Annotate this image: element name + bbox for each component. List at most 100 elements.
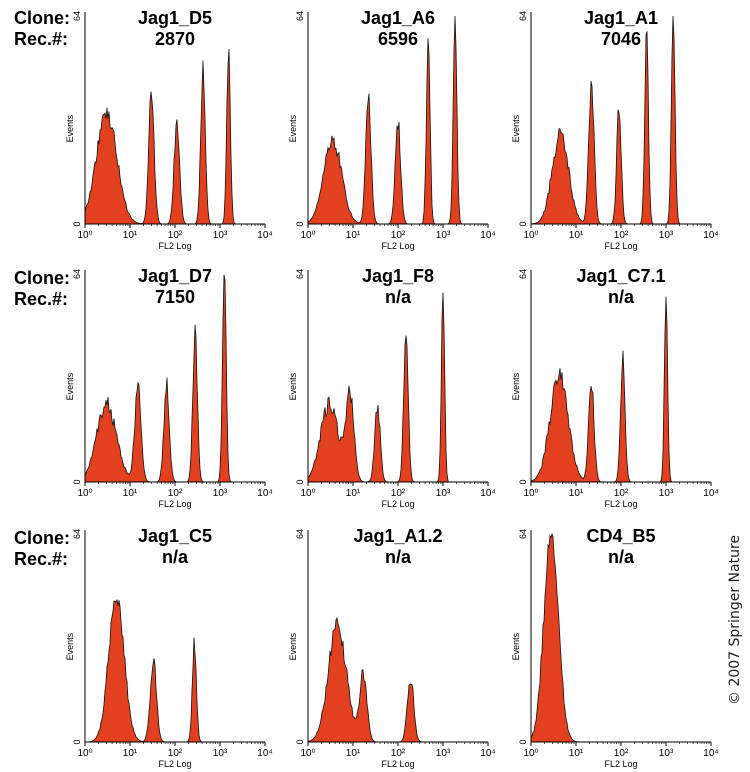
x-tick-label: 10⁴ xyxy=(703,230,718,241)
rec-label: Rec.#: xyxy=(14,549,69,569)
histogram-jag1-a1: 10⁰ 10¹ 10² 10³ 10⁴ 0 64 Events FL2 Log xyxy=(511,11,719,251)
x-axis-label: FL2 Log xyxy=(381,499,414,509)
x-tick-label: 10³ xyxy=(436,488,451,499)
histogram-fill xyxy=(530,15,711,225)
histogram-fill xyxy=(84,599,265,743)
histogram-fill xyxy=(307,616,488,743)
x-tick-label: 10² xyxy=(614,230,629,241)
histogram-jag1-f8: 10⁰ 10¹ 10² 10³ 10⁴ 0 64 Events FL2 Log xyxy=(288,269,496,509)
x-axis-label: FL2 Log xyxy=(381,759,414,769)
x-axis-label: FL2 Log xyxy=(604,241,637,251)
y-axis-label: Events xyxy=(288,372,298,400)
chart-subtitle: 7046 xyxy=(600,29,642,49)
x-tick-label: 10⁴ xyxy=(257,748,272,759)
copyright-notice: © 2007 Springer Nature xyxy=(727,534,743,705)
chart-subtitle: n/a xyxy=(607,287,635,307)
x-tick-label: 10² xyxy=(614,748,629,759)
y-tick-label: 0 xyxy=(295,479,305,484)
x-tick-label: 10⁴ xyxy=(480,230,495,241)
y-axis-label: Events xyxy=(511,632,521,660)
chart-subtitle: 2870 xyxy=(154,29,196,49)
x-tick-label: 10⁴ xyxy=(480,488,495,499)
chart-title: CD4_B5 xyxy=(586,526,656,546)
chart-subtitle: n/a xyxy=(161,547,189,567)
x-tick-label: 10³ xyxy=(659,748,674,759)
y-axis-label: Events xyxy=(511,372,521,400)
chart-title: Jag1_F8 xyxy=(361,266,435,286)
chart-subtitle: n/a xyxy=(384,287,412,307)
y-tick-label: 0 xyxy=(295,739,305,744)
clone-label: Clone: xyxy=(14,268,70,288)
y-tick-label: 0 xyxy=(518,739,528,744)
x-tick-label: 10⁴ xyxy=(480,748,495,759)
x-axis-label: FL2 Log xyxy=(604,759,637,769)
row-label-1: Clone: Rec.#: xyxy=(14,8,70,50)
row-label-3: Clone: Rec.#: xyxy=(14,528,70,570)
x-axis-label: FL2 Log xyxy=(604,499,637,509)
x-tick-label: 10¹ xyxy=(569,488,584,499)
x-tick-label: 10¹ xyxy=(346,748,361,759)
chart-title: Jag1_A6 xyxy=(360,8,436,28)
x-tick-label: 10¹ xyxy=(123,748,138,759)
chart-subtitle: 7150 xyxy=(154,287,196,307)
rec-label: Rec.#: xyxy=(14,289,69,309)
x-axis-label: FL2 Log xyxy=(158,241,191,251)
y-tick-label: 64 xyxy=(518,269,528,279)
x-tick-label: 10³ xyxy=(213,230,228,241)
x-tick-label: 10⁰ xyxy=(523,488,538,499)
histogram-jag1-d5: 10⁰ 10¹ 10² 10³ 10⁴ 0 64 Events FL2 Log xyxy=(65,11,273,251)
x-tick-label: 10³ xyxy=(436,230,451,241)
x-tick-label: 10³ xyxy=(659,488,674,499)
x-tick-label: 10⁰ xyxy=(300,230,315,241)
y-tick-label: 0 xyxy=(518,221,528,226)
histogram-fill xyxy=(307,15,488,225)
x-tick-label: 10³ xyxy=(436,748,451,759)
y-tick-label: 64 xyxy=(72,11,82,21)
x-tick-label: 10⁰ xyxy=(77,748,92,759)
y-tick-label: 0 xyxy=(72,739,82,744)
x-tick-label: 10⁰ xyxy=(523,230,538,241)
x-axis-label: FL2 Log xyxy=(381,241,414,251)
x-tick-label: 10² xyxy=(614,488,629,499)
x-tick-label: 10⁰ xyxy=(77,230,92,241)
x-tick-label: 10⁴ xyxy=(257,488,272,499)
clone-label: Clone: xyxy=(14,528,70,548)
y-tick-label: 64 xyxy=(295,529,305,539)
chart-title: Jag1_D7 xyxy=(137,266,213,286)
y-axis-label: Events xyxy=(65,632,75,660)
x-axis-label: FL2 Log xyxy=(158,499,191,509)
x-tick-label: 10² xyxy=(168,488,183,499)
x-tick-label: 10⁴ xyxy=(703,748,718,759)
chart-title: Jag1_D5 xyxy=(137,8,213,28)
x-tick-label: 10¹ xyxy=(123,230,138,241)
x-tick-label: 10⁰ xyxy=(300,488,315,499)
x-tick-label: 10¹ xyxy=(346,230,361,241)
x-tick-label: 10⁰ xyxy=(523,748,538,759)
y-tick-label: 64 xyxy=(295,269,305,279)
y-tick-label: 64 xyxy=(295,11,305,21)
chart-subtitle: 6596 xyxy=(377,29,419,49)
x-tick-label: 10⁴ xyxy=(257,230,272,241)
histogram-jag1-c5: 10⁰ 10¹ 10² 10³ 10⁴ 0 64 Events FL2 Log xyxy=(65,529,273,769)
y-axis-label: Events xyxy=(65,372,75,400)
y-axis-label: Events xyxy=(65,114,75,142)
histogram-fill xyxy=(530,296,711,483)
x-tick-label: 10² xyxy=(391,748,406,759)
chart-subtitle: n/a xyxy=(384,547,412,567)
histogram-fill xyxy=(84,274,265,483)
x-tick-label: 10¹ xyxy=(569,230,584,241)
x-tick-label: 10¹ xyxy=(346,488,361,499)
y-tick-label: 0 xyxy=(72,479,82,484)
y-tick-label: 64 xyxy=(518,529,528,539)
histogram-jag1-d7: 10⁰ 10¹ 10² 10³ 10⁴ 0 64 Events FL2 Log xyxy=(65,269,273,509)
y-axis-label: Events xyxy=(511,114,521,142)
chart-title: Jag1_C7.1 xyxy=(576,266,666,286)
y-axis-label: Events xyxy=(288,632,298,660)
x-tick-label: 10² xyxy=(168,748,183,759)
x-tick-label: 10² xyxy=(391,488,406,499)
histogram-fill xyxy=(530,532,711,743)
y-tick-label: 0 xyxy=(518,479,528,484)
y-tick-label: 64 xyxy=(72,269,82,279)
histogram-cd4-b5: 10⁰ 10¹ 10² 10³ 10⁴ 0 64 Events FL2 Log xyxy=(511,529,719,769)
